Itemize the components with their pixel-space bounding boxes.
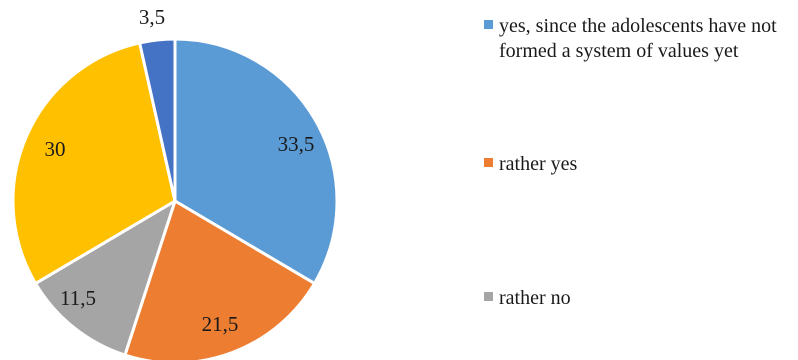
pie-slice-2 xyxy=(123,199,316,360)
data-label-1: 33,5 xyxy=(278,132,315,156)
legend-item-rather-yes: rather yes xyxy=(484,152,795,177)
legend-label-rather-yes: rather yes xyxy=(499,153,578,175)
legend-swatch-rather-yes xyxy=(484,158,493,167)
data-label-5: 3,5 xyxy=(139,5,165,29)
pie-chart: 33,5 21,5 11,5 30 3,5 xyxy=(11,5,339,360)
data-label-3: 11,5 xyxy=(60,286,96,310)
legend-label-yes-since: yes, since the adolescents have not form… xyxy=(499,15,777,62)
data-label-4: 30 xyxy=(45,137,66,161)
legend-swatch-yes-since xyxy=(484,20,493,29)
pie-slice-5 xyxy=(138,37,177,203)
pie-slice-4 xyxy=(11,41,177,285)
pie-data-labels: 33,5 21,5 11,5 30 3,5 xyxy=(45,5,315,336)
chart-legend: yes, since the adolescents have not form… xyxy=(484,0,796,360)
pie-slice-3 xyxy=(34,199,177,357)
legend-label-rather-no: rather no xyxy=(499,287,571,309)
pie-slice-1 xyxy=(173,37,339,285)
pie-slices xyxy=(11,37,339,360)
data-label-2: 21,5 xyxy=(202,312,239,336)
legend-swatch-rather-no xyxy=(484,292,493,301)
legend-item-rather-no: rather no xyxy=(484,286,795,311)
legend-item-yes-since: yes, since the adolescents have not form… xyxy=(484,14,795,64)
